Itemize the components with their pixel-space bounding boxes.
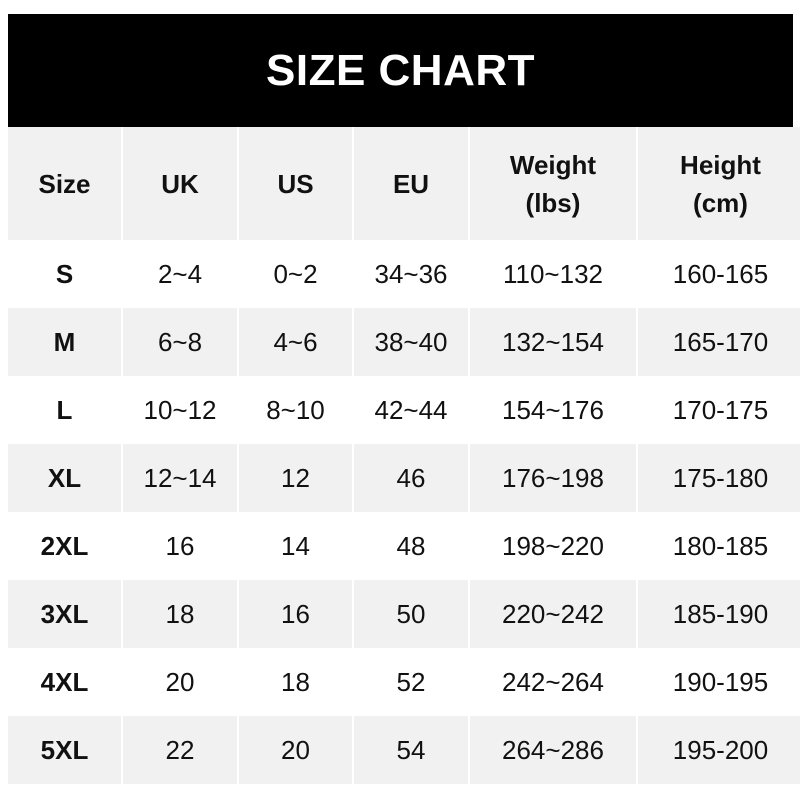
table-cell: 190-195 — [638, 648, 800, 716]
table-cell: 52 — [354, 648, 468, 716]
table-cell: 50 — [354, 580, 468, 648]
size-label: 5XL — [8, 716, 121, 784]
size-label: L — [8, 376, 121, 444]
table-cell: 242~264 — [470, 648, 636, 716]
table-cell: 154~176 — [470, 376, 636, 444]
table-cell: 10~12 — [123, 376, 237, 444]
table-cell: 160-165 — [638, 240, 800, 308]
table-cell: 16 — [123, 512, 237, 580]
table-cell: 20 — [123, 648, 237, 716]
column-header-us: US — [239, 127, 352, 240]
table-cell: 195-200 — [638, 716, 800, 784]
table-row: L 10~12 8~10 42~44 154~176 170-175 — [8, 376, 800, 444]
table-cell: 264~286 — [470, 716, 636, 784]
table-cell: 48 — [354, 512, 468, 580]
table-row: 5XL 22 20 54 264~286 195-200 — [8, 716, 800, 784]
size-label: 3XL — [8, 580, 121, 648]
table-cell: 38~40 — [354, 308, 468, 376]
table-row: 4XL 20 18 52 242~264 190-195 — [8, 648, 800, 716]
column-header-eu: EU — [354, 127, 468, 240]
table-cell: 185-190 — [638, 580, 800, 648]
table-cell: 4~6 — [239, 308, 352, 376]
table-cell: 220~242 — [470, 580, 636, 648]
table-cell: 18 — [123, 580, 237, 648]
size-label: 4XL — [8, 648, 121, 716]
table-cell: 170-175 — [638, 376, 800, 444]
size-label: S — [8, 240, 121, 308]
table-cell: 18 — [239, 648, 352, 716]
table-cell: 46 — [354, 444, 468, 512]
table-cell: 42~44 — [354, 376, 468, 444]
column-header-weight: Weight (lbs) — [470, 127, 636, 240]
table-row: 2XL 16 14 48 198~220 180-185 — [8, 512, 800, 580]
table-cell: 34~36 — [354, 240, 468, 308]
table-cell: 6~8 — [123, 308, 237, 376]
table-cell: 54 — [354, 716, 468, 784]
table-cell: 132~154 — [470, 308, 636, 376]
table-cell: 16 — [239, 580, 352, 648]
size-label: 2XL — [8, 512, 121, 580]
table-cell: 0~2 — [239, 240, 352, 308]
size-label: M — [8, 308, 121, 376]
table-cell: 8~10 — [239, 376, 352, 444]
table-cell: 165-170 — [638, 308, 800, 376]
table-cell: 20 — [239, 716, 352, 784]
size-chart-title: SIZE CHART — [8, 14, 793, 127]
size-chart-table: Size UK US EU Weight (lbs) Height (cm) S 2~4 0~2 3… — [6, 127, 800, 784]
table-cell: 180-185 — [638, 512, 800, 580]
table-row: M 6~8 4~6 38~40 132~154 165-170 — [8, 308, 800, 376]
table-cell: 176~198 — [470, 444, 636, 512]
table-row: 3XL 18 16 50 220~242 185-190 — [8, 580, 800, 648]
table-header-row: Size UK US EU Weight (lbs) Height (cm) — [8, 127, 800, 240]
column-header-size: Size — [8, 127, 121, 240]
table-cell: 2~4 — [123, 240, 237, 308]
table-cell: 22 — [123, 716, 237, 784]
table-row: XL 12~14 12 46 176~198 175-180 — [8, 444, 800, 512]
table-cell: 110~132 — [470, 240, 636, 308]
table-cell: 198~220 — [470, 512, 636, 580]
size-label: XL — [8, 444, 121, 512]
table-cell: 12~14 — [123, 444, 237, 512]
column-header-uk: UK — [123, 127, 237, 240]
table-cell: 14 — [239, 512, 352, 580]
column-header-height: Height (cm) — [638, 127, 800, 240]
table-cell: 175-180 — [638, 444, 800, 512]
table-cell: 12 — [239, 444, 352, 512]
table-row: S 2~4 0~2 34~36 110~132 160-165 — [8, 240, 800, 308]
